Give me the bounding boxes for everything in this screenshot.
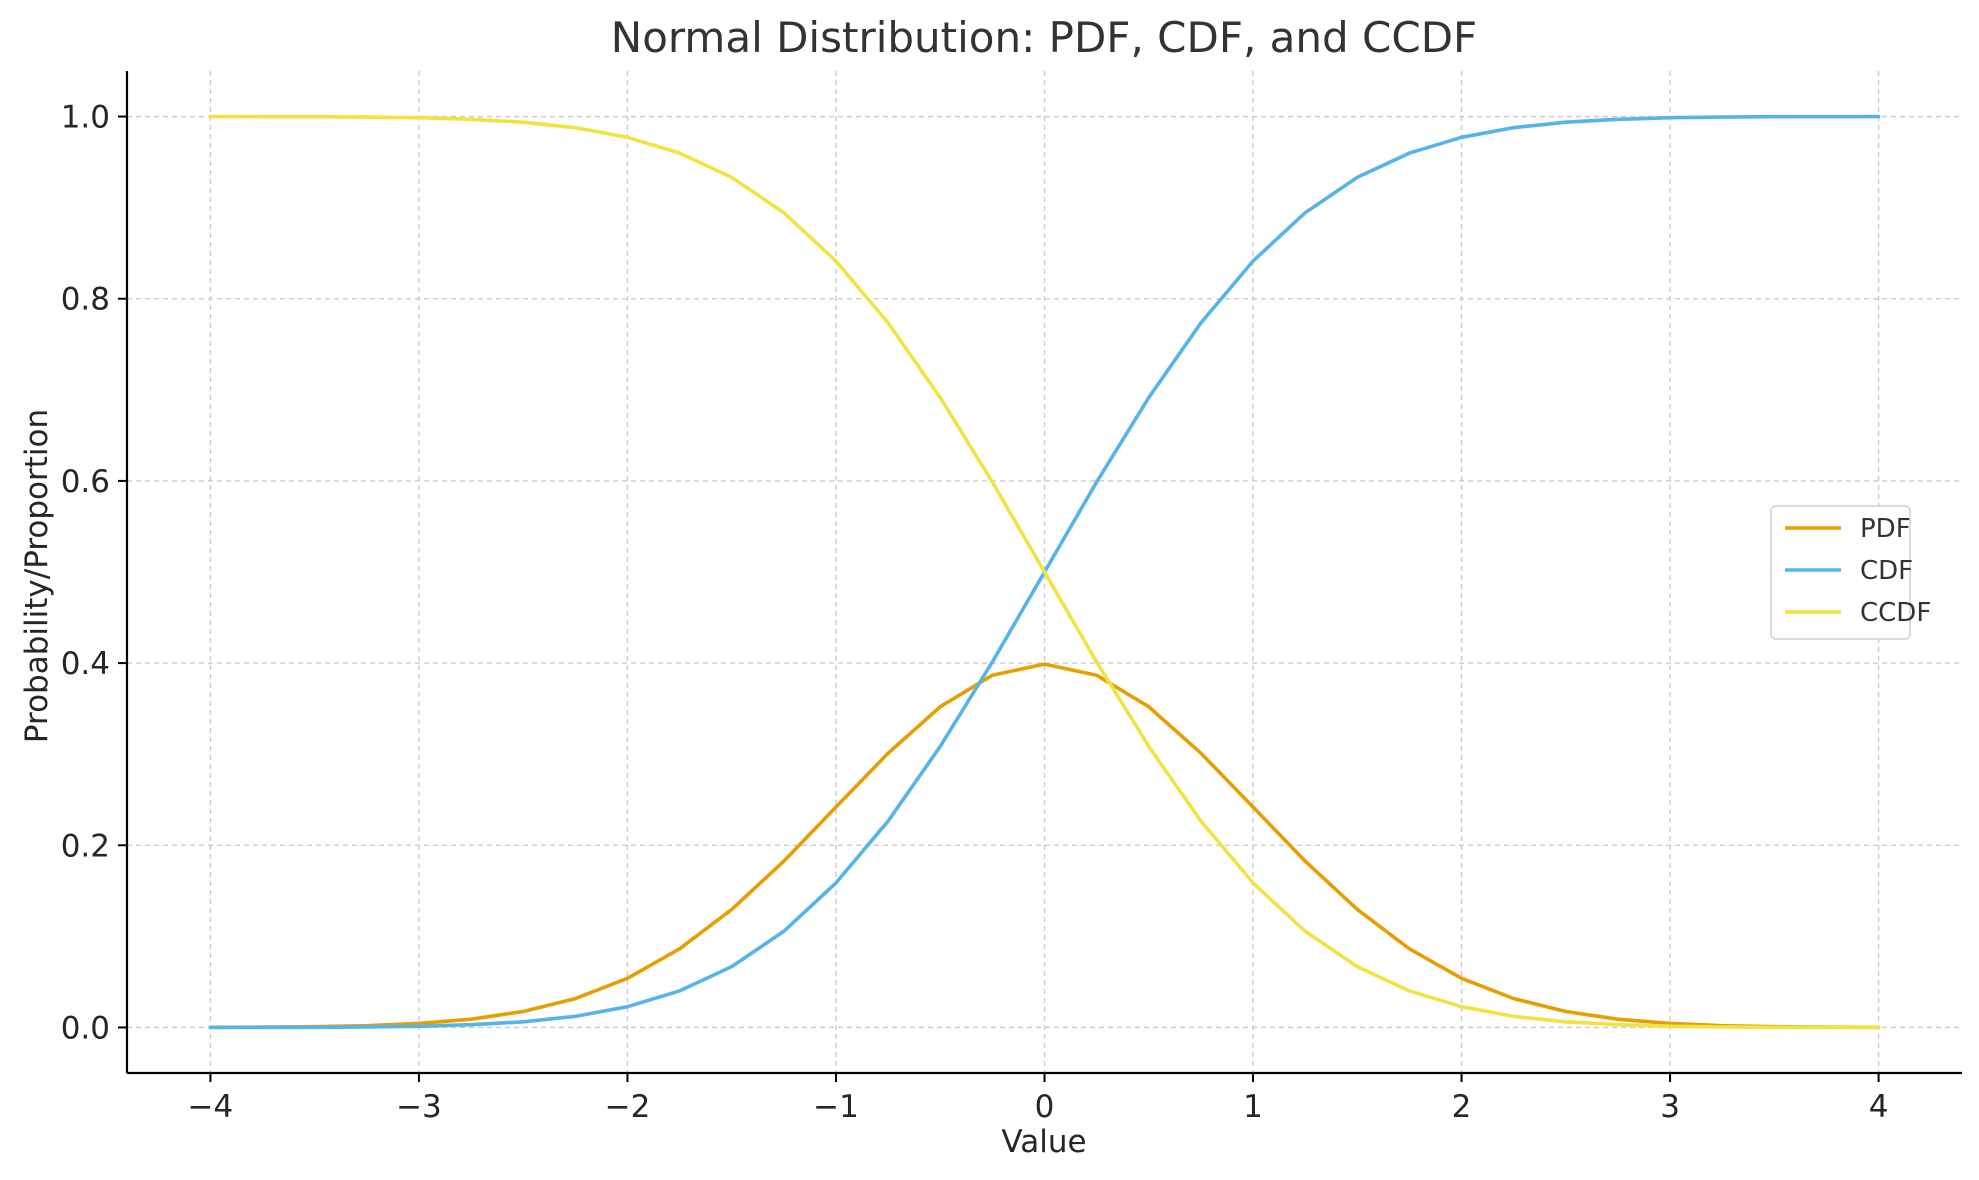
x-tick-label: 2	[1452, 1089, 1472, 1125]
x-tick-label: 0	[1035, 1089, 1055, 1125]
y-tick-label: 0.4	[61, 646, 110, 682]
grid	[127, 71, 1962, 1073]
legend-label-pdf: PDF	[1860, 514, 1911, 544]
y-tick-label: 1.0	[61, 100, 110, 136]
series-line-ccdf	[208, 114, 1881, 1030]
tick-labels: −4 −3 −2 −1 0 1 2 3 4 0.0 0.2 0.4 0.6 0.8 1.0	[61, 100, 1889, 1125]
legend-label-ccdf: CCDF	[1860, 598, 1931, 628]
legend: PDF CDF CCDF	[1770, 505, 1931, 640]
x-tick-label: −4	[188, 1089, 234, 1125]
x-tick-label: 3	[1660, 1089, 1680, 1125]
x-tick-label: 4	[1869, 1089, 1889, 1125]
x-axis-label: Value	[1001, 1124, 1086, 1160]
y-tick-label: 0.6	[61, 464, 110, 500]
x-tick-label: −3	[396, 1089, 442, 1125]
series-lines	[208, 114, 1881, 1030]
legend-frame	[1770, 505, 1911, 640]
chart-title: Normal Distribution: PDF, CDF, and CCDF	[611, 13, 1477, 62]
y-axis-label: Probability/Proportion	[19, 409, 55, 743]
x-tick-label: −2	[605, 1089, 651, 1125]
y-tick-label: 0.0	[61, 1010, 110, 1046]
series-line-pdf	[208, 662, 1881, 1030]
y-tick-label: 0.8	[61, 282, 110, 318]
legend-label-cdf: CDF	[1860, 556, 1913, 586]
axes	[118, 71, 1962, 1082]
y-tick-label: 0.2	[61, 828, 110, 864]
x-tick-label: −1	[813, 1089, 859, 1125]
x-tick-label: 1	[1243, 1089, 1263, 1125]
